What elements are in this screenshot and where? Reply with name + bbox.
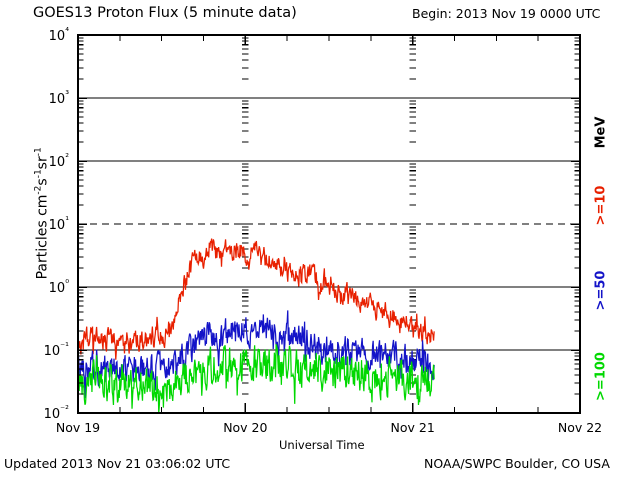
y-tick-label: 10³ (49, 89, 70, 107)
source-credit: NOAA/SWPC Boulder, CO USA (424, 456, 610, 471)
x-tick-label: Nov 22 (558, 420, 602, 435)
y-tick-label: 10² (49, 152, 70, 170)
x-tick-label: Nov 21 (391, 420, 435, 435)
x-axis-label: Universal Time (279, 438, 365, 452)
updated-timestamp: Updated 2013 Nov 21 03:06:02 UTC (4, 456, 231, 471)
series-line-100 (78, 344, 435, 413)
legend-item-ge100: >=100 (593, 352, 609, 401)
y-tick-label: 10⁻¹ (44, 341, 70, 359)
y-tick-label: 10⁴ (49, 26, 70, 44)
series-line-10 (78, 238, 435, 360)
y-tick-label: 10¹ (49, 215, 70, 233)
x-tick-label: Nov 19 (56, 420, 100, 435)
series-line-50 (78, 310, 435, 399)
page-title: GOES13 Proton Flux (5 minute data) (33, 5, 297, 21)
x-tick-label: Nov 20 (223, 420, 267, 435)
y-tick-label: 10⁰ (49, 278, 70, 296)
begin-time-label: Begin: 2013 Nov 19 0000 UTC (412, 6, 601, 21)
y-tick-label: 10⁻² (44, 404, 70, 422)
